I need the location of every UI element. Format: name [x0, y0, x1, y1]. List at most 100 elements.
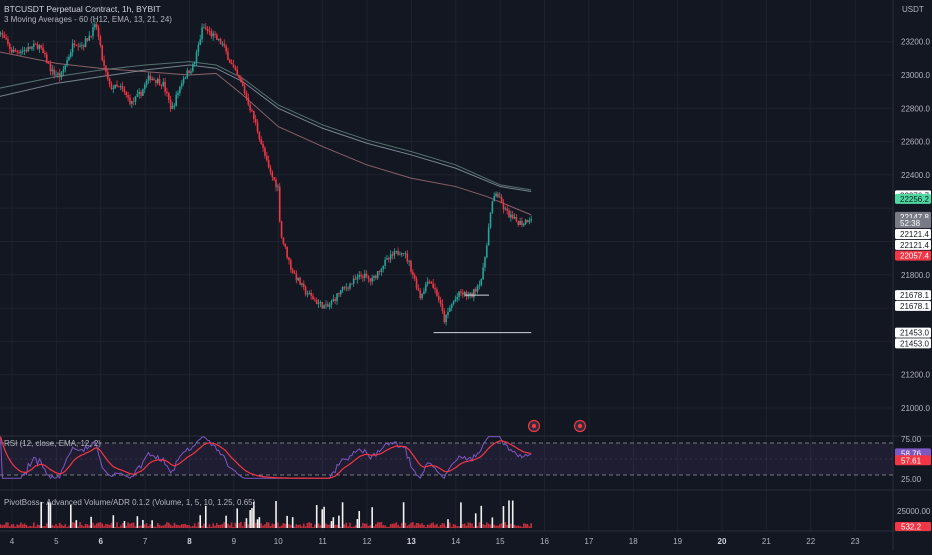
time-axis[interactable]: 4 5 6 7 8 9 10 11 12 13 14 15 16 17 18 19 20 21 22 23	[10, 537, 860, 546]
volume-bar	[134, 526, 137, 528]
symbol-title[interactable]: BTCUSDT Perpetual Contract, 1h, BYBIT	[4, 4, 161, 14]
candle-body	[265, 155, 268, 160]
volume-bar	[229, 525, 231, 528]
time-label: 12	[363, 537, 372, 546]
volume-bar	[160, 525, 163, 528]
volume-bar	[421, 523, 423, 528]
volume-bar	[254, 522, 257, 528]
candle-body	[290, 260, 292, 270]
volume-bar	[71, 522, 74, 528]
candle-body	[20, 51, 22, 54]
volume-bar	[29, 525, 31, 528]
candle-body	[0, 32, 2, 34]
candle-body	[321, 302, 324, 309]
volume-bar	[358, 510, 361, 528]
volume-bar	[456, 526, 459, 528]
time-label: 23	[851, 537, 860, 546]
candle-body	[110, 84, 113, 90]
price-tick-label: 21800.0	[901, 271, 930, 280]
candle-body	[73, 43, 76, 46]
candle-body	[186, 70, 189, 78]
candle-body	[166, 91, 168, 94]
volume-bar	[278, 526, 281, 528]
horizontal-levels[interactable]	[433, 294, 532, 334]
candle-body	[151, 78, 153, 80]
volume-bar	[73, 522, 76, 528]
candle-body	[469, 293, 471, 295]
volume-bar	[240, 522, 242, 528]
volume-bar	[502, 506, 505, 528]
volume-bar	[436, 523, 438, 528]
volume-bar	[461, 524, 464, 528]
candle-body	[484, 257, 486, 268]
candle-body	[380, 268, 383, 272]
candle-body	[201, 27, 203, 40]
candle-body	[430, 281, 433, 284]
candle-body	[356, 276, 359, 280]
candle-body	[8, 43, 11, 49]
volume-bar	[119, 525, 122, 528]
candle-body	[393, 251, 396, 256]
candle-body	[386, 258, 388, 260]
candle-body	[360, 274, 362, 277]
candle-body	[232, 64, 235, 68]
candle-body	[463, 291, 466, 295]
candle-body	[90, 35, 92, 37]
volume-bar	[182, 524, 185, 528]
volume-bar	[404, 522, 407, 528]
candle-body	[180, 83, 183, 87]
event-icon-earnings[interactable]	[527, 419, 541, 433]
ma-indicator-title[interactable]: 3 Moving Averages - 60 (H12, EMA, 13, 21…	[4, 15, 172, 24]
candle-body	[14, 49, 17, 52]
price-tag-label: 21678.1	[900, 302, 929, 311]
volume-bar	[106, 524, 109, 528]
volume-bar	[426, 524, 429, 528]
volume-bar	[450, 526, 453, 528]
candle-body	[460, 291, 462, 293]
price-tag-label: 22121.4	[900, 230, 929, 239]
candle-body	[33, 44, 35, 47]
candle-body	[267, 159, 270, 168]
candle-body	[16, 51, 18, 53]
candle-body	[404, 253, 407, 255]
candle-body	[103, 60, 105, 66]
candle-body	[95, 24, 98, 28]
candle-body	[214, 33, 216, 35]
volume-bar	[474, 513, 477, 528]
candle-body	[53, 69, 55, 75]
volume-bar	[40, 501, 43, 528]
candle-body	[206, 28, 209, 31]
time-label: 18	[629, 537, 638, 546]
candle-body	[286, 246, 288, 258]
volume-bar	[389, 524, 392, 528]
candle-body	[258, 131, 261, 140]
candle-body	[521, 221, 523, 226]
volume-bar	[140, 525, 142, 528]
candle-body	[10, 48, 13, 53]
event-icon-dividend[interactable]	[573, 419, 587, 433]
candle-body	[29, 46, 31, 49]
volume-bar	[378, 522, 381, 528]
volume-bar	[212, 523, 214, 528]
candle-body	[424, 284, 427, 292]
volume-bar	[34, 526, 37, 528]
rsi-title[interactable]: RSI (12, close, EMA, 12, 2)	[4, 439, 101, 448]
volume-bar	[417, 522, 420, 528]
candle-body	[129, 97, 131, 104]
volume-bar	[508, 500, 510, 528]
price-tag	[895, 250, 931, 261]
candle-body	[397, 250, 399, 255]
volume-bar	[125, 525, 128, 528]
volume-title[interactable]: PivotBoss - Advanced Volume/ADR 0.1.2 (V…	[4, 498, 256, 507]
volume-bar	[238, 523, 240, 528]
price-axis-ticks[interactable]: 23200.0 23000.0 22800.0 22600.0 22400.0 21800…	[901, 38, 930, 413]
candle-body	[497, 193, 499, 198]
candle-body	[127, 95, 129, 98]
candle-body	[18, 51, 20, 54]
time-label: 4	[10, 537, 15, 546]
candle-body	[510, 214, 512, 218]
volume-bar	[204, 505, 207, 528]
candle-body	[465, 291, 468, 297]
